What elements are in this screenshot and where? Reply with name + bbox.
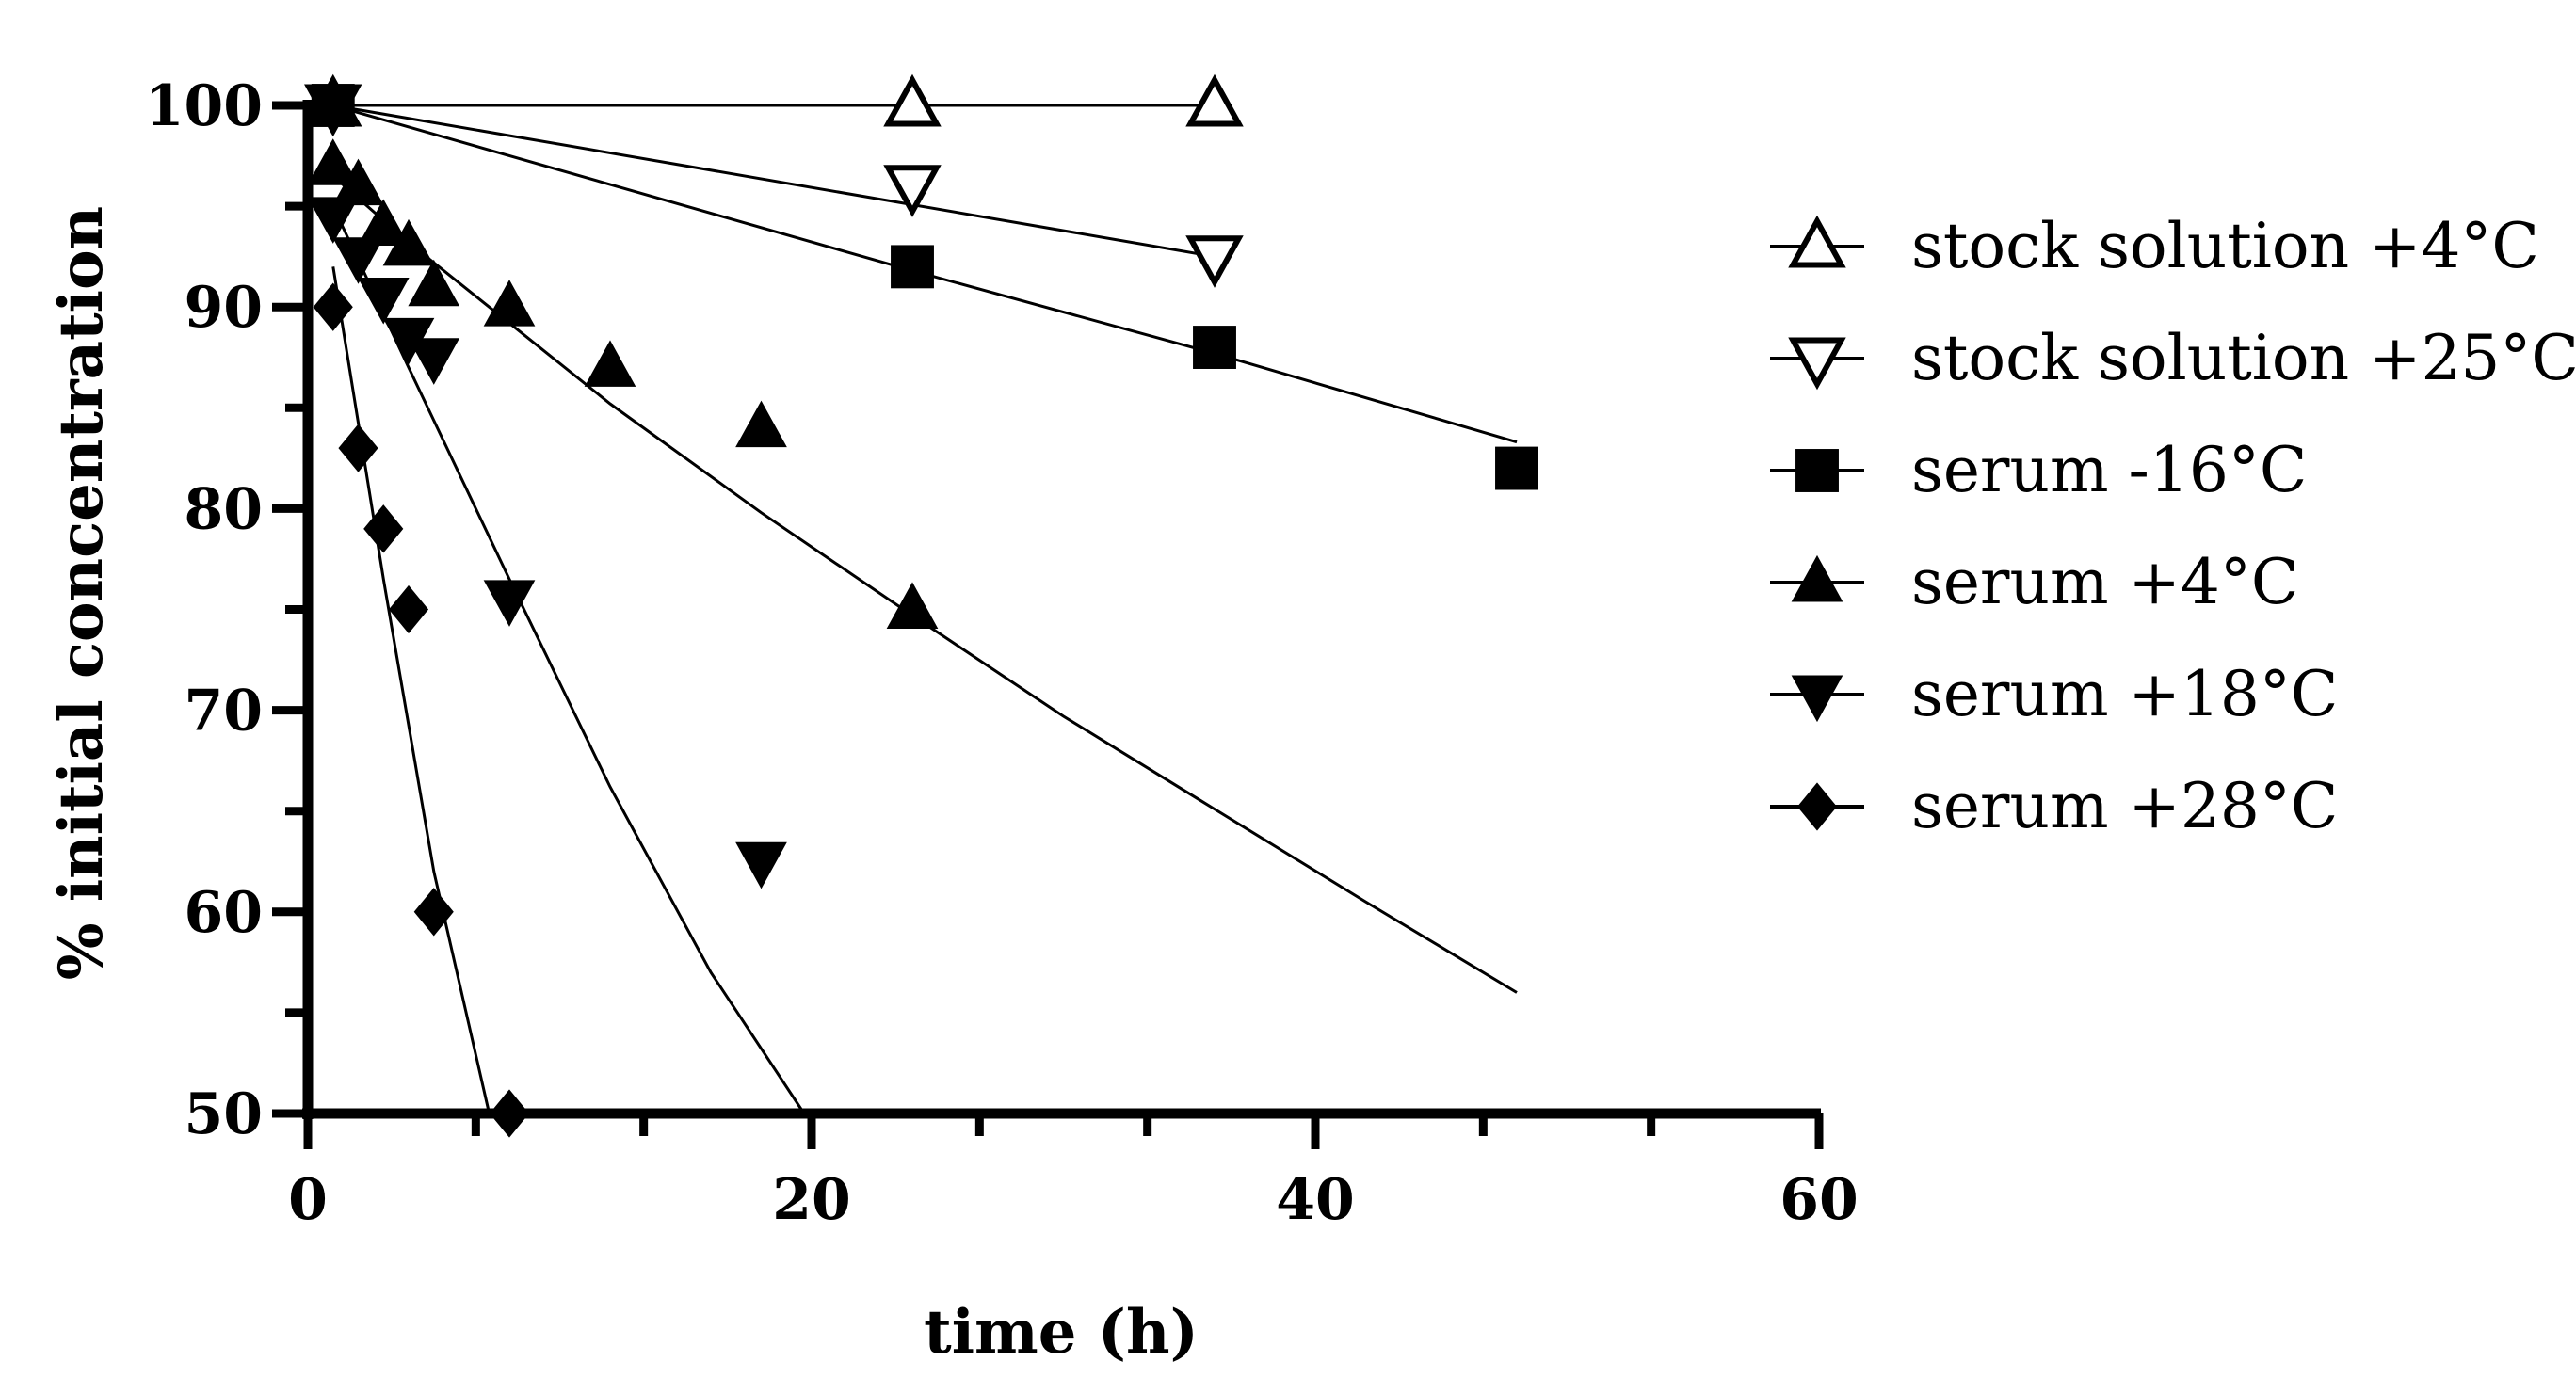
legend-marker — [1788, 215, 1846, 268]
data-point-series-5 — [357, 278, 410, 325]
data-point-series-3 — [891, 245, 934, 289]
legend-label: serum +4°C — [1911, 546, 2298, 618]
x-tick-label: 40 — [1276, 1167, 1355, 1233]
data-point-series-5 — [735, 841, 787, 889]
data-point-series-4 — [382, 218, 435, 266]
legend-marker — [1791, 675, 1843, 723]
y-tick-label: 80 — [185, 476, 264, 542]
data-point-series-4 — [584, 340, 636, 387]
data-point-series-6 — [313, 282, 353, 331]
y-tick-label: 100 — [145, 73, 263, 139]
data-point-series-6 — [363, 504, 404, 553]
data-point-series-4 — [408, 259, 460, 307]
fit-line-series-3 — [332, 104, 1518, 444]
fit-line-series-4 — [331, 174, 1518, 994]
y-tick-label: 60 — [185, 880, 264, 946]
legend-entry: serum +4°C — [1770, 546, 2298, 618]
data-point-series-5 — [332, 237, 384, 284]
legend-entry: serum +18°C — [1770, 658, 2338, 730]
legend-label: serum +18°C — [1911, 658, 2338, 730]
data-point-series-3 — [1193, 326, 1236, 369]
data-point-series-4 — [483, 280, 536, 327]
data-point-series-4 — [735, 400, 787, 448]
legend-label: serum +28°C — [1911, 770, 2338, 842]
legend-entry: stock solution +4°C — [1770, 210, 2539, 282]
legend-label: stock solution +4°C — [1911, 210, 2539, 282]
data-point-series-5 — [408, 338, 460, 385]
legend-label: stock solution +25°C — [1911, 322, 2576, 394]
x-tick-label: 0 — [288, 1167, 328, 1233]
y-axis-title: % initial concentration — [46, 206, 117, 980]
data-point-series-2 — [1185, 235, 1244, 288]
legend-marker — [1795, 449, 1839, 492]
legend-label: serum -16°C — [1911, 434, 2307, 506]
data-point-series-3 — [1495, 446, 1538, 490]
x-axis-title: time (h) — [924, 1297, 1199, 1368]
x-tick-label: 60 — [1779, 1167, 1859, 1233]
legend-entry: serum -16°C — [1770, 434, 2307, 506]
legend: stock solution +4°C stock solution +25°C s… — [1770, 210, 2576, 842]
legend-marker — [1796, 782, 1838, 831]
y-tick-label: 90 — [185, 275, 264, 341]
fit-line-series-6 — [331, 266, 491, 1114]
legend-entry: serum +28°C — [1770, 770, 2338, 842]
data-point-series-1 — [1185, 73, 1244, 127]
data-point-series-4 — [332, 158, 384, 206]
data-point-series-3 — [311, 84, 355, 127]
data-point-series-1 — [883, 73, 942, 127]
data-point-series-4 — [307, 138, 360, 185]
data-point-series-5 — [307, 197, 360, 244]
data-point-series-4 — [357, 199, 410, 246]
legend-marker — [1791, 554, 1843, 602]
data-point-series-6 — [388, 584, 429, 634]
data-point-series-6 — [489, 1089, 530, 1138]
data-point-series-5 — [483, 580, 536, 627]
fit-line-series-2 — [332, 104, 1216, 259]
data-point-series-6 — [338, 424, 378, 472]
y-tick-label: 50 — [185, 1081, 264, 1147]
y-tick-label: 70 — [185, 679, 264, 745]
legend-marker — [1788, 337, 1846, 391]
axes: 50 60 70 80 90 100 0 20 40 60 — [145, 73, 1859, 1233]
data-point-series-2 — [883, 165, 942, 217]
legend-entry: stock solution +25°C — [1770, 322, 2576, 394]
data-point-series-4 — [886, 582, 939, 629]
x-tick-label: 20 — [772, 1167, 851, 1233]
data-point-series-6 — [413, 888, 454, 937]
data-markers — [304, 73, 1538, 1138]
